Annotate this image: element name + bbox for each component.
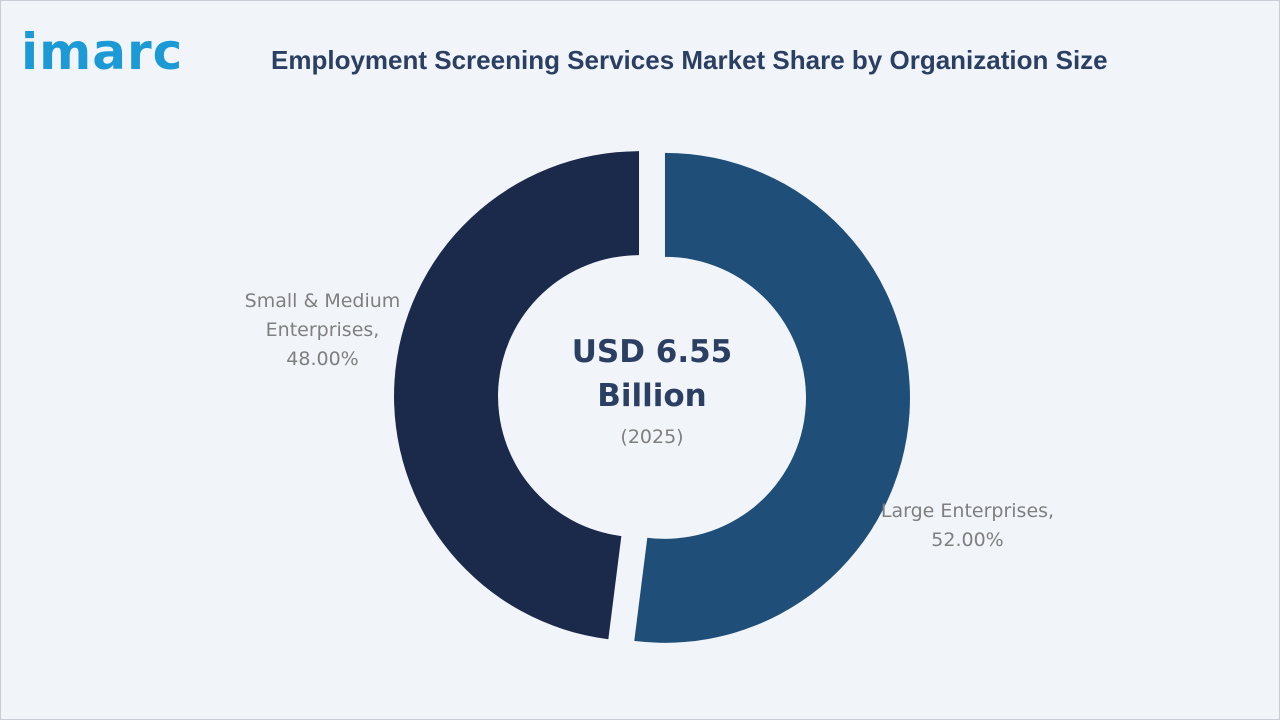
label-large-enterprises-name: Large Enterprises, bbox=[880, 500, 1055, 522]
imarc-logo: imarc bbox=[21, 23, 184, 81]
market-size-year: (2025) bbox=[620, 426, 684, 448]
label-sme-value: 48.00% bbox=[286, 348, 359, 370]
donut-center: USD 6.55 Billion (2025) bbox=[522, 330, 782, 448]
market-size-value: USD 6.55 Billion bbox=[571, 334, 733, 414]
label-large-enterprises-value: 52.00% bbox=[931, 529, 1004, 551]
label-large-enterprises: Large Enterprises, 52.00% bbox=[860, 497, 1075, 555]
slice-small-medium-enterprises bbox=[394, 151, 640, 640]
chart-title: Employment Screening Services Market Sha… bbox=[271, 45, 1108, 75]
label-small-medium-enterprises: Small & Medium Enterprises, 48.00% bbox=[215, 287, 430, 374]
slice-large-enterprises bbox=[634, 152, 910, 643]
label-sme-name: Small & Medium Enterprises, bbox=[244, 290, 401, 341]
